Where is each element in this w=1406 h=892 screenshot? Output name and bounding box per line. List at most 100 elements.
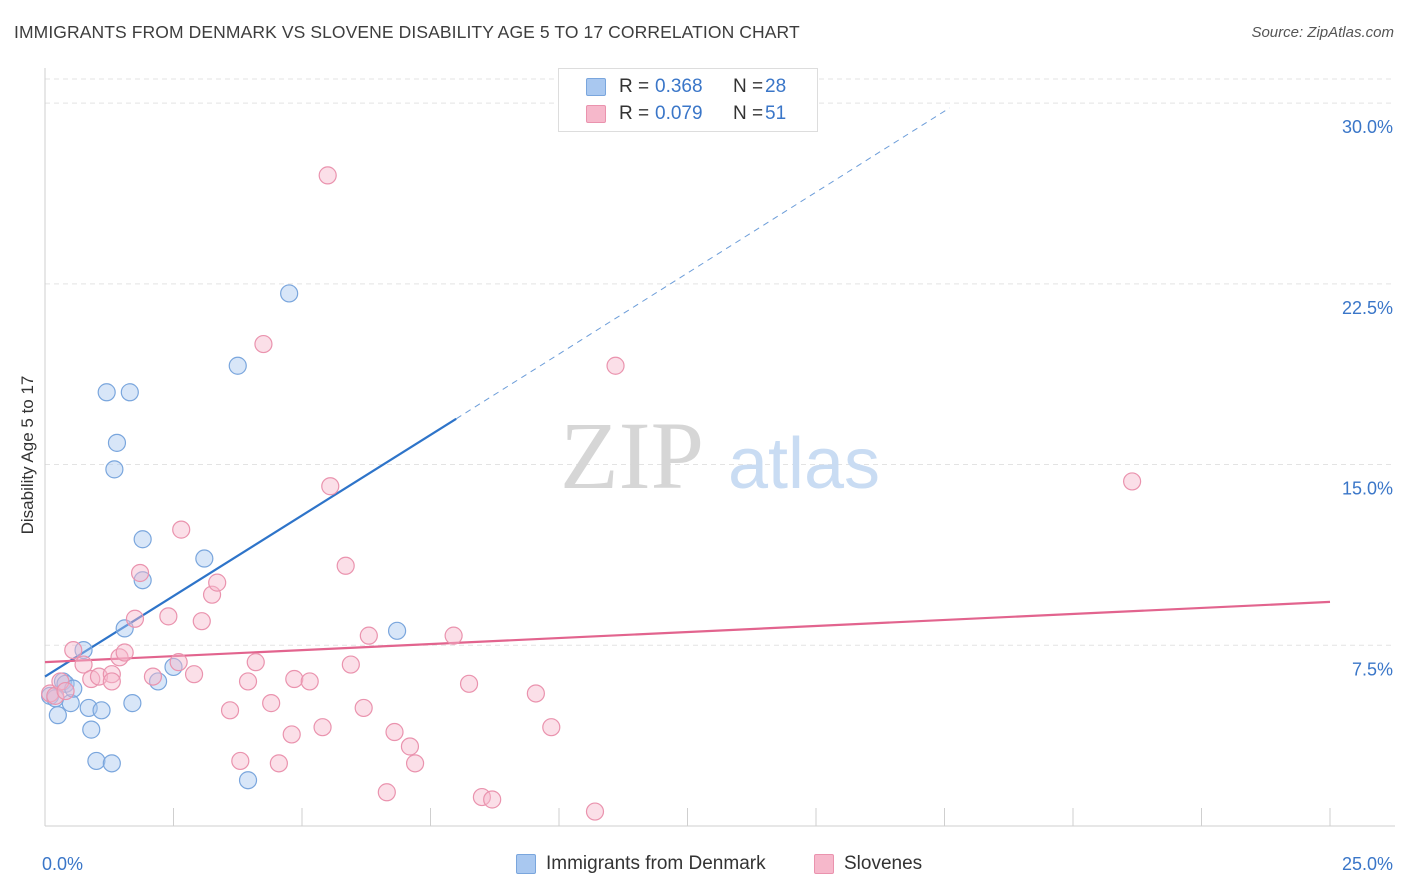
slovene-point — [172, 520, 191, 539]
slovene-point — [51, 672, 70, 691]
bottom-legend-swatch-denmark — [516, 854, 536, 874]
denmark-point — [105, 460, 124, 479]
y-tick-label: 30.0% — [1342, 117, 1393, 137]
slovene-point — [459, 674, 479, 693]
slovene-point — [359, 626, 378, 645]
denmark-point — [148, 672, 168, 691]
slovene-point — [542, 718, 561, 737]
bottom-legend-slovenes: Slovenes — [814, 852, 922, 876]
bottom-legend-label-slovenes: Slovenes — [844, 853, 923, 874]
denmark-point — [102, 754, 121, 773]
bottom-legend-denmark: Immigrants from Denmark — [516, 852, 766, 876]
slovene-point — [336, 556, 355, 575]
x-tick-label: 25.0% — [1342, 854, 1393, 874]
slovene-point — [400, 737, 420, 756]
legend-n-value: 28 — [765, 76, 787, 97]
denmark-trend-line — [44, 417, 457, 678]
slovene-point — [169, 653, 188, 672]
denmark-point — [120, 383, 139, 402]
slovene-point — [318, 166, 337, 185]
legend-r-label: R = — [619, 103, 650, 124]
denmark-point — [238, 771, 258, 790]
slovene-point — [102, 672, 121, 691]
y-tick-label: 22.5% — [1342, 298, 1393, 318]
points-layer — [41, 166, 1142, 821]
slovene-point — [321, 477, 340, 496]
slovene-point — [74, 655, 93, 674]
denmark-point — [133, 530, 152, 549]
chart-title: IMMIGRANTS FROM DENMARK VS SLOVENE DISAB… — [14, 22, 800, 42]
axis-layer — [44, 68, 1395, 827]
legend-n-label: N = — [733, 76, 764, 97]
slovene-point — [192, 612, 211, 631]
slovene-point — [159, 607, 178, 626]
slovene-point — [208, 573, 227, 592]
slovene-point — [220, 701, 240, 720]
slovene-point — [110, 648, 129, 667]
grid-layer — [45, 78, 1395, 646]
correlation-legend: R = 0.368 N = 28 R = 0.079 N = 51 — [558, 68, 818, 132]
slovene-point — [56, 681, 75, 701]
slovene-point — [585, 802, 605, 821]
legend-r-value: 0.368 — [655, 76, 703, 97]
slovene-point — [262, 694, 281, 713]
legend-row-denmark: R = 0.368 N = 28 — [586, 75, 787, 99]
slovene-point — [526, 684, 545, 703]
slovene-point — [377, 783, 396, 802]
denmark-point — [280, 284, 299, 303]
slovene-point — [341, 655, 360, 674]
y-tick-label: 7.5% — [1352, 659, 1393, 679]
legend-row-slovenes: R = 0.079 N = 51 — [586, 102, 787, 126]
slovene-point — [300, 672, 319, 691]
slovene-point — [46, 686, 65, 705]
trend-layer — [44, 107, 1331, 678]
denmark-point — [74, 640, 93, 660]
slovene-point — [130, 563, 150, 583]
denmark-trend-extension — [455, 107, 950, 420]
slovene-point — [115, 643, 134, 662]
slovene-point — [254, 334, 273, 354]
slovene-point — [385, 722, 404, 742]
slovene-point — [1123, 472, 1142, 491]
slovene-point — [202, 585, 222, 604]
legend-r-value: 0.079 — [655, 103, 703, 124]
denmark-point — [97, 383, 116, 402]
denmark-point — [133, 571, 152, 590]
denmark-point — [48, 706, 67, 725]
tick-label-layer: 7.5% 15.0% 22.5% 30.0% 0.0% 25.0% — [42, 117, 1393, 874]
slovene-point — [125, 609, 145, 628]
slovene-point — [102, 665, 121, 684]
slovene-point — [231, 751, 250, 771]
watermark-atlas: atlas — [728, 424, 880, 504]
denmark-point — [61, 694, 80, 713]
legend-r-label: R = — [619, 76, 650, 97]
slovene-point — [184, 665, 204, 684]
slovene-point — [285, 669, 304, 689]
slovene-point — [483, 790, 502, 809]
denmark-point — [82, 720, 101, 739]
denmark-point — [92, 701, 111, 720]
slovene-point — [405, 754, 425, 773]
denmark-point — [87, 751, 106, 771]
denmark-point — [123, 694, 142, 713]
source-label: Source: ZipAtlas.com — [1251, 24, 1394, 41]
slovene-point — [444, 626, 463, 645]
slovene-point — [354, 698, 373, 718]
slovene-point — [282, 725, 301, 744]
y-tick-label: 15.0% — [1342, 479, 1393, 499]
denmark-point — [228, 356, 247, 375]
x-tick-label: 0.0% — [42, 854, 83, 874]
watermark-zip: ZIP — [560, 402, 704, 509]
slovene-point — [269, 754, 288, 773]
slovene-point — [143, 667, 163, 686]
watermark: ZIP atlas — [560, 402, 880, 509]
denmark-point — [387, 621, 407, 640]
denmark-point — [107, 433, 127, 452]
slovene-point — [64, 640, 83, 660]
slovene-point — [246, 653, 265, 672]
legend-n-value: 51 — [765, 103, 787, 124]
legend-swatch-slovenes — [586, 105, 606, 123]
denmark-point — [164, 657, 183, 677]
legend-swatch-denmark — [586, 78, 606, 96]
